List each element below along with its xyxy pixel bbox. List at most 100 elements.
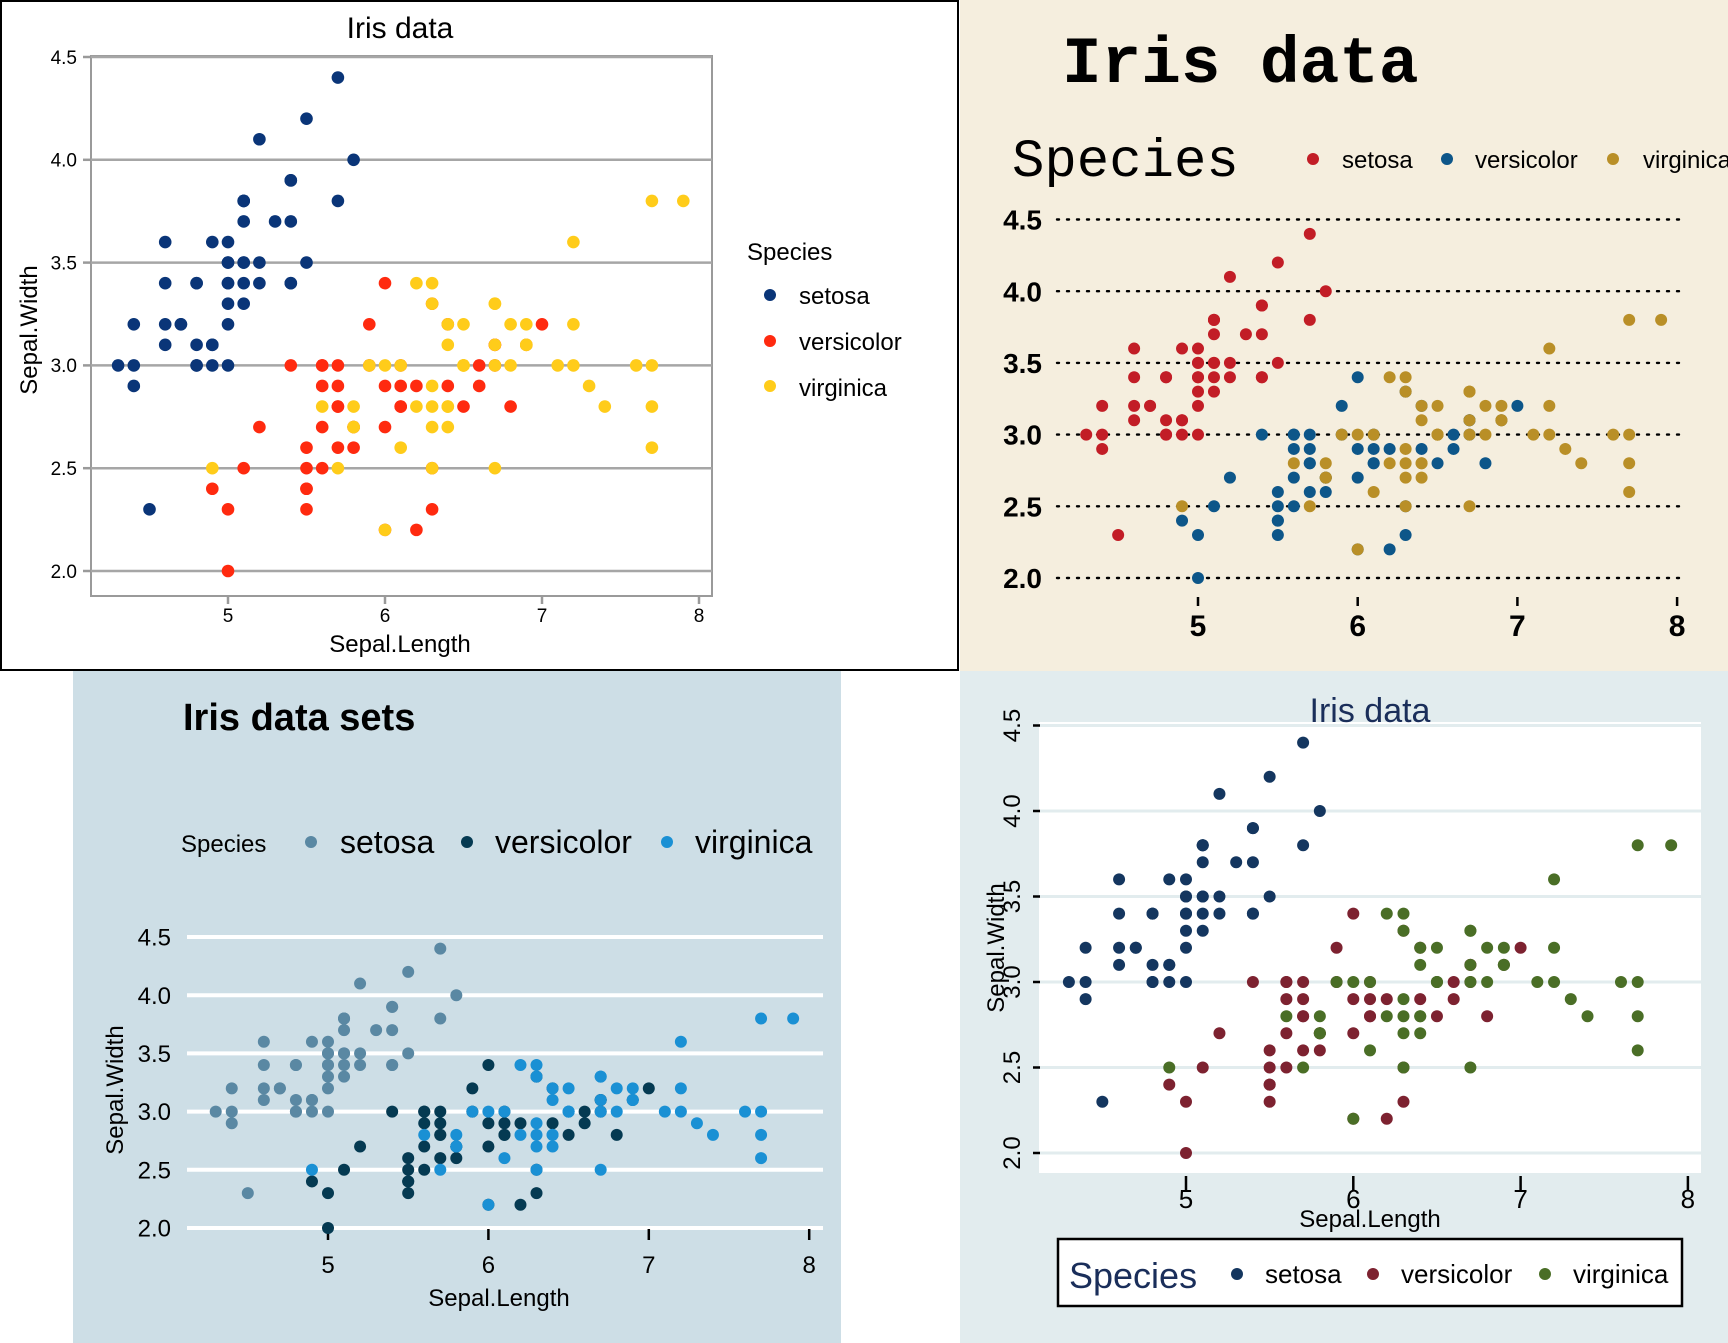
data-point-versicolor (1351, 471, 1364, 484)
data-point-virginica (1631, 976, 1644, 988)
data-point-versicolor (562, 1128, 575, 1141)
y-tick-label-2.0: 2.0 (999, 1136, 1026, 1169)
data-point-setosa (322, 1070, 334, 1083)
data-point-versicolor (546, 1117, 559, 1130)
data-point-versicolor (425, 503, 439, 516)
data-point-versicolor (1297, 1044, 1310, 1057)
data-point-setosa (1113, 941, 1126, 954)
data-point-setosa (1303, 313, 1316, 326)
panel-3-y-axis-title: Sepal.Width (102, 1025, 129, 1154)
data-point-virginica (755, 1012, 768, 1025)
y-tick-label-2.0: 2.0 (51, 562, 77, 583)
panel-2-legend-title: Species (1012, 132, 1239, 193)
data-point-virginica (530, 1117, 543, 1130)
data-point-versicolor (1397, 1095, 1410, 1108)
panel-3-legend: Species setosa versicolor virginica (181, 824, 813, 860)
data-point-virginica (305, 1163, 318, 1176)
data-point-setosa (1207, 385, 1220, 398)
data-point-setosa (1113, 958, 1126, 971)
data-point-versicolor (378, 420, 392, 434)
data-point-versicolor (441, 379, 455, 393)
data-point-setosa (1207, 313, 1220, 326)
data-point-versicolor (610, 1128, 623, 1141)
data-point-setosa (1129, 941, 1142, 954)
data-point-virginica (1623, 457, 1636, 470)
data-point-virginica (1351, 543, 1364, 556)
panel-3-legend-versicolor-marker (461, 836, 473, 848)
y-tick-label-4.0: 4.0 (1003, 276, 1042, 307)
data-point-virginica (450, 1128, 463, 1141)
data-point-versicolor (1479, 457, 1492, 470)
data-point-setosa (1163, 958, 1176, 971)
data-point-setosa (370, 1024, 383, 1037)
data-point-setosa (305, 1035, 318, 1048)
data-point-versicolor (498, 1117, 511, 1130)
data-point-setosa (402, 965, 415, 978)
data-point-virginica (410, 400, 423, 413)
data-point-versicolor (1163, 1078, 1176, 1091)
data-point-virginica (1399, 471, 1412, 484)
data-point-versicolor (1447, 976, 1460, 988)
data-point-versicolor (1481, 1010, 1494, 1023)
data-point-versicolor (1207, 500, 1220, 513)
data-point-versicolor (338, 1163, 351, 1176)
data-point-virginica (1527, 428, 1540, 441)
data-point-virginica (674, 1105, 687, 1118)
data-point-setosa (1207, 356, 1220, 369)
data-point-versicolor (418, 1140, 431, 1153)
panel-2-legend-setosa-marker (1307, 153, 1319, 165)
data-point-versicolor (466, 1082, 479, 1095)
data-point-setosa (158, 276, 172, 290)
data-point-setosa (1163, 976, 1176, 988)
data-point-setosa (1180, 890, 1192, 903)
x-tick-label-8: 8 (1681, 1184, 1695, 1214)
data-point-setosa (1128, 371, 1141, 384)
data-point-setosa (206, 338, 219, 352)
data-point-virginica (1397, 993, 1410, 1006)
data-point-versicolor (418, 1105, 431, 1118)
data-point-setosa (284, 174, 298, 187)
data-point-versicolor (1180, 1147, 1192, 1159)
data-point-virginica (645, 359, 659, 372)
data-point-virginica (418, 1128, 431, 1141)
data-point-versicolor (386, 1105, 399, 1118)
data-point-virginica (755, 1105, 768, 1118)
data-point-versicolor (1414, 993, 1427, 1006)
x-tick-label-5: 5 (1179, 1184, 1193, 1214)
data-point-setosa (1223, 270, 1236, 283)
data-point-virginica (598, 400, 612, 413)
data-point-virginica (1383, 371, 1396, 384)
panel-4-legend-versicolor-label: versicolor (1401, 1259, 1513, 1289)
data-point-virginica (546, 1093, 559, 1106)
data-point-virginica (594, 1105, 607, 1118)
data-point-setosa (221, 235, 235, 249)
data-point-versicolor (402, 1175, 415, 1188)
data-point-virginica (546, 1128, 559, 1141)
data-point-versicolor (221, 503, 235, 516)
data-point-versicolor (284, 359, 298, 372)
data-point-setosa (1246, 856, 1259, 869)
data-point-setosa (322, 1047, 334, 1060)
panel-2-legend-virginica-marker (1607, 153, 1619, 165)
data-point-versicolor (482, 1140, 495, 1153)
data-point-virginica (457, 317, 470, 331)
data-point-virginica (482, 1198, 495, 1211)
data-point-virginica (206, 461, 219, 475)
data-point-versicolor (1192, 572, 1204, 584)
data-point-virginica (562, 1105, 575, 1118)
data-point-setosa (237, 215, 250, 228)
data-point-virginica (1464, 958, 1477, 971)
data-point-versicolor (315, 461, 329, 475)
data-point-virginica (1380, 1010, 1393, 1023)
data-point-versicolor (1263, 1095, 1276, 1108)
data-point-setosa (1207, 328, 1220, 341)
panel-4-title: Iris data (1310, 692, 1431, 730)
data-point-versicolor (300, 461, 313, 475)
data-point-setosa (1163, 873, 1176, 886)
panel-3-legend-virginica-label: virginica (695, 824, 813, 860)
x-tick-label-6: 6 (380, 606, 391, 627)
data-point-virginica (482, 1105, 495, 1118)
y-tick-label-4.5: 4.5 (1003, 205, 1042, 236)
data-point-versicolor (1196, 1061, 1209, 1074)
data-point-virginica (1431, 428, 1444, 441)
